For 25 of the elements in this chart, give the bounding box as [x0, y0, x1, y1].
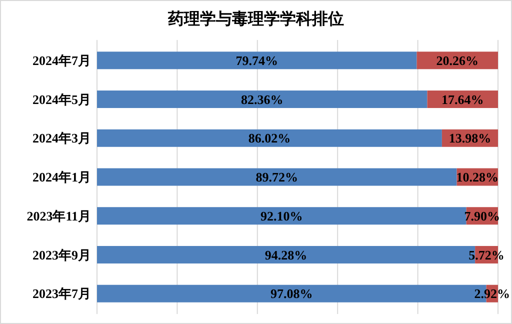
bar	[97, 129, 442, 147]
data-label: 92.10%	[260, 208, 303, 224]
data-label: 97.08%	[270, 286, 313, 302]
data-label: 82.36%	[241, 92, 284, 107]
bar	[97, 207, 466, 225]
chart-title: 药理学与毒理学学科排位	[167, 10, 344, 28]
y-tick-label: 2024年3月	[32, 130, 91, 146]
data-label: 94.28%	[264, 247, 308, 262]
data-label: 89.72%	[256, 170, 298, 185]
data-label: 17.64%	[442, 92, 484, 107]
y-tick-label: 2024年7月	[32, 52, 91, 68]
data-label: 2.92%	[474, 286, 510, 302]
data-label: 20.26%	[436, 52, 479, 68]
y-tick-label: 2024年5月	[32, 92, 91, 107]
y-tick-label: 2023年9月	[32, 247, 91, 262]
y-tick-label: 2024年1月	[32, 170, 91, 185]
y-tick-label: 2023年7月	[32, 286, 91, 302]
data-label: 86.02%	[248, 130, 291, 146]
bar	[97, 90, 428, 108]
bar	[97, 168, 457, 186]
data-label: 13.98%	[448, 130, 492, 146]
bar	[97, 52, 417, 70]
data-label: 79.74%	[236, 52, 278, 68]
data-label: 10.28%	[456, 170, 499, 185]
y-tick-label: 2023年11月	[26, 208, 91, 224]
